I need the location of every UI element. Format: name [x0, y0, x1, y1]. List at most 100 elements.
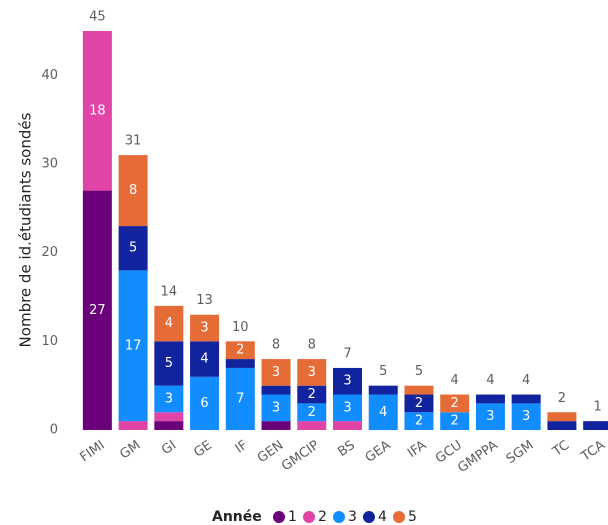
bar-segment [261, 421, 291, 430]
segment-label: 3 [343, 400, 351, 415]
x-tick-label: TCA [578, 438, 608, 465]
legend-swatch [303, 511, 315, 523]
x-tick-label: IFA [405, 438, 429, 461]
x-tick-label: GM [117, 438, 143, 463]
x-tick-label: TC [549, 438, 572, 460]
y-tick-label: 10 [41, 334, 58, 349]
bar-segment [261, 385, 291, 395]
x-tick-label: IF [233, 438, 251, 457]
bar-segment [333, 394, 362, 422]
segment-label: 2 [451, 414, 459, 429]
segment-label: 2 [308, 387, 316, 402]
y-tick-label: 0 [50, 423, 58, 438]
bar-segment [154, 341, 184, 386]
x-tick-label: GEA [363, 438, 394, 466]
bar-segment [547, 412, 577, 422]
segment-label: 2 [236, 343, 244, 358]
legend-label: 4 [378, 509, 387, 525]
segment-label: 3 [165, 391, 173, 406]
bar-segment [511, 394, 541, 404]
bar-segment [190, 314, 220, 342]
bar-segment [261, 359, 291, 386]
x-tick-label: FIMI [77, 438, 107, 465]
bar-segment [368, 385, 398, 395]
segment-label: 3 [272, 365, 280, 380]
legend-swatch [333, 511, 345, 523]
bar-segment [333, 421, 362, 430]
y-tick-label: 20 [41, 245, 58, 260]
bar-segment [190, 376, 220, 430]
segment-label: 17 [125, 338, 142, 353]
total-label: 2 [558, 391, 566, 406]
bar-segment [118, 270, 148, 422]
segment-label: 4 [165, 316, 173, 331]
segment-label: 4 [379, 405, 387, 420]
y-tick-label: 40 [41, 68, 58, 83]
bar-segment [118, 155, 148, 227]
segment-label: 7 [236, 391, 244, 406]
segment-label: 3 [308, 365, 316, 380]
x-tick-label: GMCIP [279, 438, 322, 474]
bar-segment [297, 403, 327, 422]
x-tick-label: BS [335, 438, 357, 460]
segment-label: 4 [200, 352, 208, 367]
total-label: 4 [522, 373, 530, 388]
total-label: 13 [196, 293, 213, 308]
bar-segment [225, 367, 255, 430]
bar-segment [440, 394, 470, 413]
legend-label: 2 [318, 509, 327, 525]
legend-swatch [273, 511, 285, 523]
bar-segment [154, 385, 184, 413]
bar-segment [297, 359, 327, 386]
segment-label: 5 [165, 356, 173, 371]
segment-label: 2 [451, 396, 459, 411]
bar-segment [190, 341, 220, 377]
total-label: 8 [272, 338, 280, 353]
total-label: 8 [308, 338, 316, 353]
total-label: 4 [486, 373, 494, 388]
bar-segment [261, 394, 291, 422]
bar-segment [118, 226, 148, 271]
bar-segment [404, 385, 434, 395]
total-label: 4 [451, 373, 459, 388]
segment-label: 5 [129, 241, 137, 256]
bar-segment [297, 385, 327, 404]
bar-segment [82, 190, 112, 430]
bar-segment [154, 412, 184, 422]
bar-segment [225, 341, 255, 360]
bar-segment [333, 367, 362, 395]
segment-label: 6 [200, 396, 208, 411]
segment-label: 27 [89, 303, 106, 318]
bar-segment [225, 359, 255, 368]
legend-swatch [393, 511, 405, 523]
bar-segment [440, 412, 470, 430]
segment-label: 3 [343, 374, 351, 389]
x-tick-label: SGM [504, 438, 537, 467]
segment-label: 18 [89, 103, 106, 118]
total-label: 7 [343, 346, 351, 361]
total-label: 45 [89, 10, 106, 25]
segment-label: 3 [200, 321, 208, 336]
legend-swatch [363, 511, 375, 523]
legend-label: 1 [288, 509, 297, 525]
bar-segment [297, 421, 327, 430]
segment-label: 3 [486, 409, 494, 424]
bar-segment [404, 412, 434, 430]
segment-label: 2 [415, 414, 423, 429]
bar-segment [404, 394, 434, 413]
bar-segment [475, 403, 505, 430]
segment-label: 3 [522, 409, 530, 424]
bar-segment [511, 403, 541, 430]
segment-label: 3 [272, 400, 280, 415]
total-label: 5 [379, 364, 387, 379]
legend-label: 3 [348, 509, 357, 525]
segment-label: 2 [415, 396, 423, 411]
total-label: 10 [232, 320, 249, 335]
legend-title: Année [212, 509, 262, 525]
x-tick-label: GE [191, 438, 215, 461]
legend-label: 5 [408, 509, 417, 525]
x-tick-label: GI [159, 438, 179, 458]
bar-segment [118, 421, 148, 430]
y-tick-label: 30 [41, 157, 58, 172]
bar-segment [583, 421, 608, 430]
